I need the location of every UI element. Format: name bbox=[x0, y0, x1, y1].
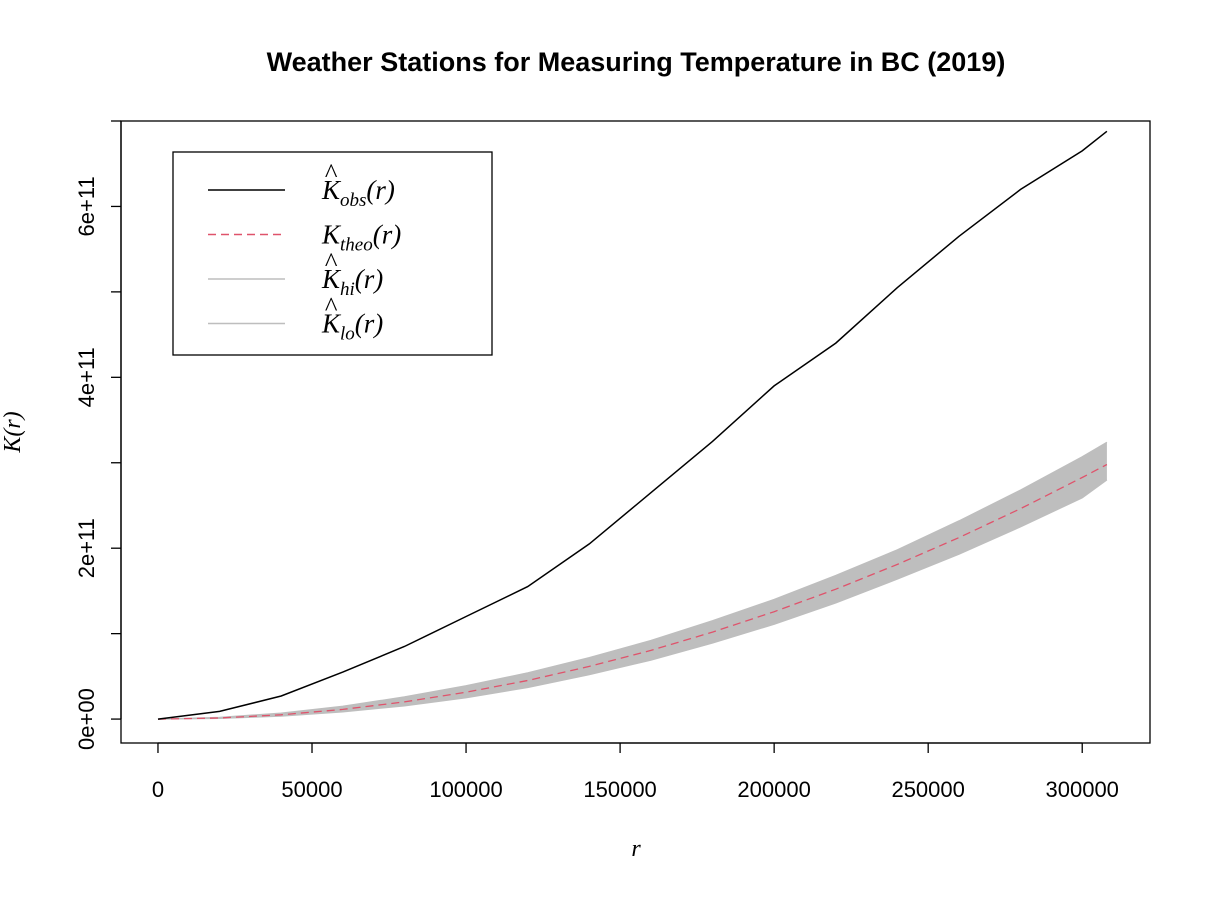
series-line-theo bbox=[157, 463, 1108, 720]
envelope-band-fill bbox=[158, 442, 1107, 720]
legend-box bbox=[172, 151, 493, 356]
series-line-hi bbox=[157, 441, 1108, 720]
x-tick-label: 250000 bbox=[891, 777, 964, 802]
y-tick-label: 6e+11 bbox=[74, 176, 99, 236]
legend-entry-obs: Kobs(r)^ bbox=[208, 158, 395, 211]
series-line-lo bbox=[157, 479, 1108, 720]
legend: Kobs(r)^Ktheo(r)Khi(r)^Klo(r)^ bbox=[172, 151, 493, 356]
legend-label: Khi(r) bbox=[321, 264, 383, 300]
series-lines bbox=[157, 130, 1108, 720]
legend-label: Klo(r) bbox=[321, 309, 383, 345]
legend-entry-theo: Ktheo(r) bbox=[208, 220, 401, 256]
x-tick-label: 50000 bbox=[281, 777, 342, 802]
legend-entry-hi: Khi(r)^ bbox=[208, 247, 383, 300]
series-line-obs bbox=[157, 130, 1108, 720]
legend-label: Kobs(r) bbox=[321, 175, 395, 211]
x-tick-label: 100000 bbox=[429, 777, 502, 802]
y-tick-label: 2e+11 bbox=[74, 518, 99, 578]
y-tick-label: 4e+11 bbox=[74, 347, 99, 407]
plot-frame bbox=[120, 120, 1151, 744]
legend-hat-mark: ^ bbox=[324, 158, 337, 188]
legend-entry-lo: Klo(r)^ bbox=[208, 292, 383, 345]
x-axis-label: r bbox=[631, 836, 641, 862]
x-tick-label: 150000 bbox=[583, 777, 656, 802]
x-tick-label: 200000 bbox=[737, 777, 810, 802]
legend-hat-mark: ^ bbox=[324, 247, 337, 277]
x-axis: 0 50000 100000 150000 200000 250000 300000 bbox=[152, 742, 1119, 802]
y-axis-label: K(r) bbox=[0, 411, 26, 453]
envelope-band bbox=[158, 442, 1107, 720]
x-tick-label: 300000 bbox=[1046, 777, 1119, 802]
x-tick-label: 0 bbox=[152, 777, 164, 802]
y-tick-label: 0e+00 bbox=[74, 688, 99, 750]
legend-label: Ktheo(r) bbox=[321, 220, 401, 256]
legend-hat-mark: ^ bbox=[324, 292, 337, 322]
chart-title: Weather Stations for Measuring Temperatu… bbox=[267, 47, 1006, 77]
y-axis: 0e+00 2e+11 4e+11 6e+11 bbox=[74, 120, 122, 750]
